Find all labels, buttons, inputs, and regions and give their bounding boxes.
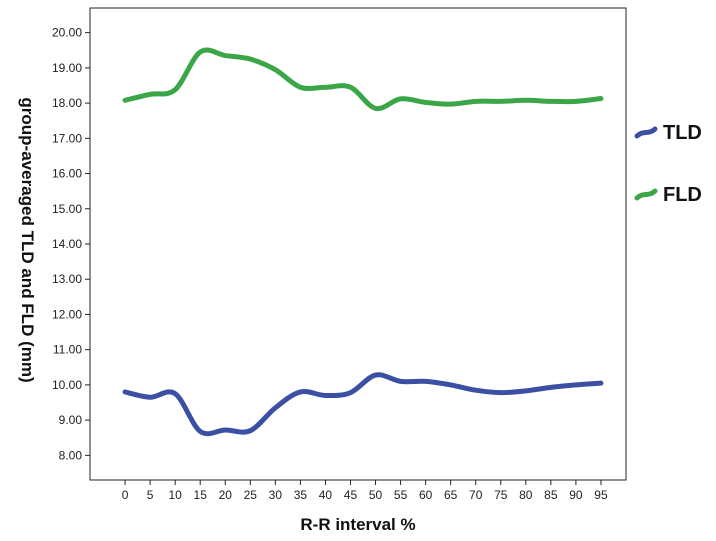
y-axis-title: group-averaged TLD and FLD (mm): [18, 97, 37, 382]
x-tick-label: 30: [269, 488, 283, 502]
x-tick-label: 85: [544, 488, 558, 502]
y-tick-label: 8.00: [59, 448, 83, 462]
x-tick-label: 70: [469, 488, 483, 502]
y-tick-label: 13.00: [52, 272, 82, 286]
x-tick-label: 35: [294, 488, 308, 502]
legend-swatch-fld: [634, 188, 658, 201]
x-axis-title: R-R interval %: [300, 515, 415, 534]
x-tick-label: 45: [344, 488, 358, 502]
x-tick-label: 50: [369, 488, 383, 502]
x-tick-label: 0: [122, 488, 129, 502]
y-tick-label: 19.00: [52, 61, 82, 75]
series-line-fld: [122, 47, 604, 112]
legend: TLD FLD: [634, 122, 702, 206]
x-tick-label: 20: [219, 488, 233, 502]
x-tick-label: 60: [419, 488, 433, 502]
series-lines: [122, 47, 604, 437]
y-tick-label: 11.00: [53, 343, 82, 357]
x-tick-label: 40: [319, 488, 333, 502]
y-tick-label: 18.00: [52, 96, 82, 110]
x-tick-label: 75: [494, 488, 508, 502]
legend-label-fld: FLD: [663, 184, 702, 206]
x-tick-label: 15: [194, 488, 208, 502]
x-axis-ticks: 0 5 10 15 20 25 30 35 40 45 50 55 60 65 70 75 80 85 90 95: [122, 480, 608, 502]
x-tick-label: 65: [444, 488, 458, 502]
plot-frame: [89, 7, 627, 481]
y-tick-label: 20.00: [52, 26, 82, 40]
legend-swatch-tld: [634, 126, 658, 139]
y-tick-label: 14.00: [52, 237, 82, 251]
x-tick-label: 95: [594, 488, 608, 502]
x-tick-label: 5: [147, 488, 154, 502]
y-tick-label: 12.00: [52, 307, 82, 321]
series-line-tld: [122, 372, 604, 437]
x-tick-label: 25: [244, 488, 258, 502]
y-tick-label: 9.00: [59, 413, 83, 427]
x-tick-label: 90: [569, 488, 583, 502]
legend-label-tld: TLD: [663, 122, 702, 144]
y-tick-label: 16.00: [52, 167, 82, 181]
y-tick-label: 15.00: [52, 202, 82, 216]
y-tick-label: 17.00: [52, 131, 82, 145]
y-tick-label: 10.00: [52, 378, 82, 392]
x-tick-label: 55: [394, 488, 408, 502]
y-axis-ticks: 8.00 9.00 10.00 11.00 12.00 13.00 14.00 15.00 16…: [52, 26, 90, 462]
x-tick-label: 80: [519, 488, 533, 502]
x-tick-label: 10: [168, 488, 182, 502]
